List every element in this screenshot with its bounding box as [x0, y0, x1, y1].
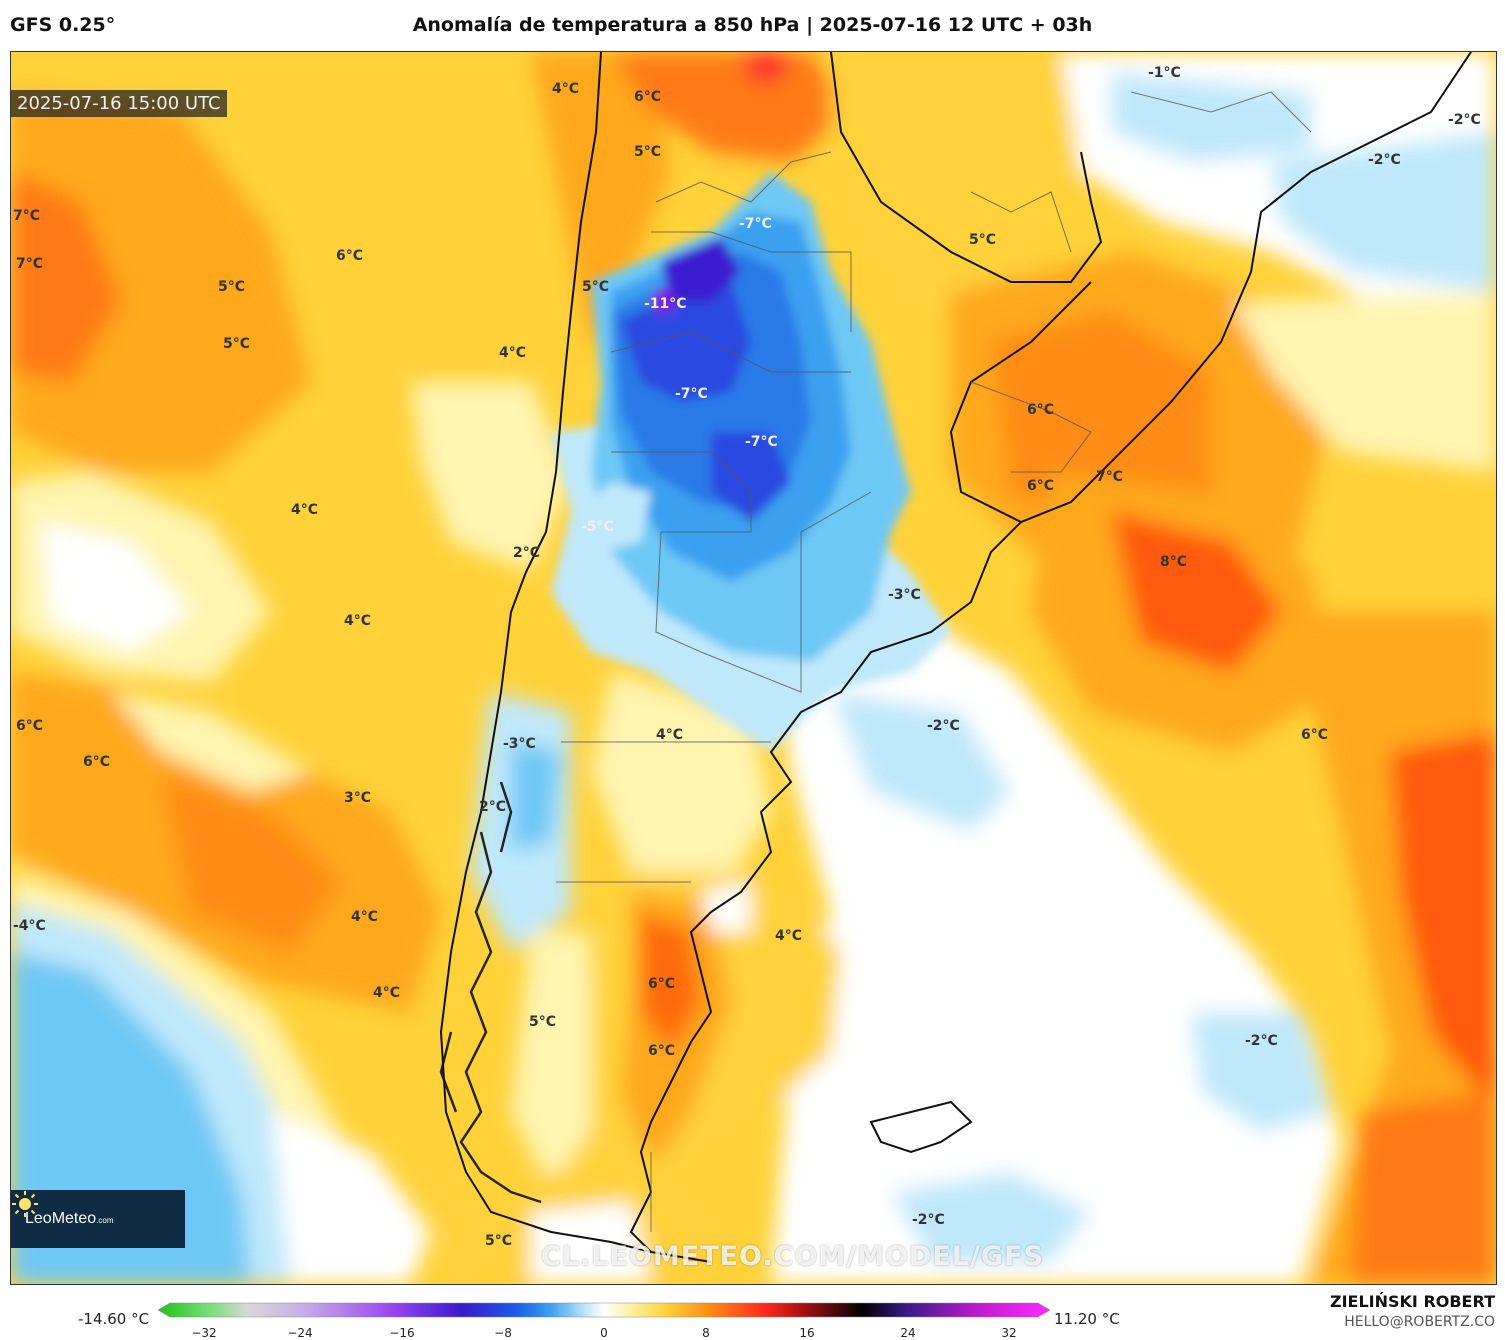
contour-label: 5°C: [485, 1233, 513, 1249]
author-name: ZIELIŃSKI ROBERT: [1329, 1292, 1495, 1311]
contour-label: 6°C: [336, 248, 364, 264]
contour-label: 5°C: [529, 1014, 557, 1030]
contour-label: 4°C: [775, 928, 803, 944]
contour-label: 5°C: [634, 144, 662, 160]
colorbar-tick: −32: [191, 1326, 217, 1340]
colorbar-tick: 16: [799, 1326, 815, 1340]
temperature-anomaly-map: 2025-07-16 15:00 UTC 4°C 6°C 5°C -1°C -2…: [10, 51, 1497, 1285]
contour-label: 2°C: [513, 545, 541, 561]
contour-label: -7°C: [739, 216, 772, 232]
colorbar-gradient: [158, 1302, 1050, 1318]
contour-label: 5°C: [969, 232, 997, 248]
contour-label: -7°C: [675, 386, 708, 402]
colorbar-tick: −16: [389, 1326, 415, 1340]
contour-label: -2°C: [1448, 112, 1481, 128]
contour-label: 2°C: [479, 799, 507, 815]
contour-label: 4°C: [344, 613, 372, 629]
valid-time-badge: 2025-07-16 15:00 UTC: [11, 90, 227, 117]
chart-title: Anomalía de temperatura a 850 hPa | 2025…: [412, 14, 1093, 36]
anomaly-field: [11, 52, 1496, 1284]
contour-label: -11°C: [644, 296, 687, 312]
colorbar-tick: 24: [900, 1326, 916, 1340]
source-watermark: CL.LEOMETEO.COM/MODEL/GFS: [541, 1241, 1044, 1272]
contour-label: 4°C: [656, 727, 684, 743]
colorbar-tick: 32: [1001, 1326, 1017, 1340]
colorbar-tick: −24: [287, 1326, 313, 1340]
contour-label: 7°C: [13, 208, 41, 224]
contour-label: 5°C: [218, 279, 246, 295]
contour-label: -3°C: [888, 587, 921, 603]
contour-label: 4°C: [351, 909, 379, 925]
contour-label: 8°C: [1160, 554, 1188, 570]
contour-label: 6°C: [634, 89, 662, 105]
sun-icon: [12, 1191, 38, 1217]
contour-label: -1°C: [1148, 65, 1181, 81]
contour-label: 6°C: [1027, 478, 1055, 494]
colorbar-max-label: 11.20 °C: [1054, 1310, 1120, 1328]
colorbar-min-label: -14.60 °C: [78, 1310, 150, 1328]
colorbar-tick: 0: [600, 1326, 608, 1340]
contour-label: 6°C: [648, 976, 676, 992]
contour-label: 4°C: [373, 985, 401, 1001]
contour-label: 6°C: [16, 718, 44, 734]
contour-label: 5°C: [582, 279, 610, 295]
logo-brand-text: LeoMeteo.com: [25, 1210, 114, 1227]
model-name: GFS 0.25°: [10, 14, 116, 36]
contour-label: 6°C: [83, 754, 111, 770]
colorbar-tick: 8: [702, 1326, 710, 1340]
contour-label: 4°C: [291, 502, 319, 518]
leometeo-logo[interactable]: LeoMeteo.com: [11, 1190, 185, 1248]
contour-label: -2°C: [1245, 1033, 1278, 1049]
contour-label: -7°C: [745, 434, 778, 450]
contour-label: 4°C: [552, 81, 580, 97]
contour-label: -4°C: [13, 918, 46, 934]
colorbar: -14.60 °C: [0, 1290, 1505, 1340]
contour-label: 3°C: [344, 790, 372, 806]
contour-label: 6°C: [1301, 727, 1329, 743]
contour-label: -3°C: [503, 736, 536, 752]
contour-label: -2°C: [912, 1212, 945, 1228]
contour-label: 7°C: [1096, 469, 1124, 485]
contour-label: 6°C: [1027, 402, 1055, 418]
author-email[interactable]: HELLO@ROBERTZ.CO: [1344, 1314, 1495, 1330]
contour-label: -2°C: [1368, 152, 1401, 168]
contour-label: -2°C: [927, 718, 960, 734]
colorbar-tick: −8: [494, 1326, 512, 1340]
contour-label: -5°C: [581, 519, 614, 535]
contour-label: 6°C: [648, 1043, 676, 1059]
contour-label: 4°C: [499, 345, 527, 361]
contour-label: 7°C: [16, 256, 44, 272]
contour-label: 5°C: [223, 336, 251, 352]
